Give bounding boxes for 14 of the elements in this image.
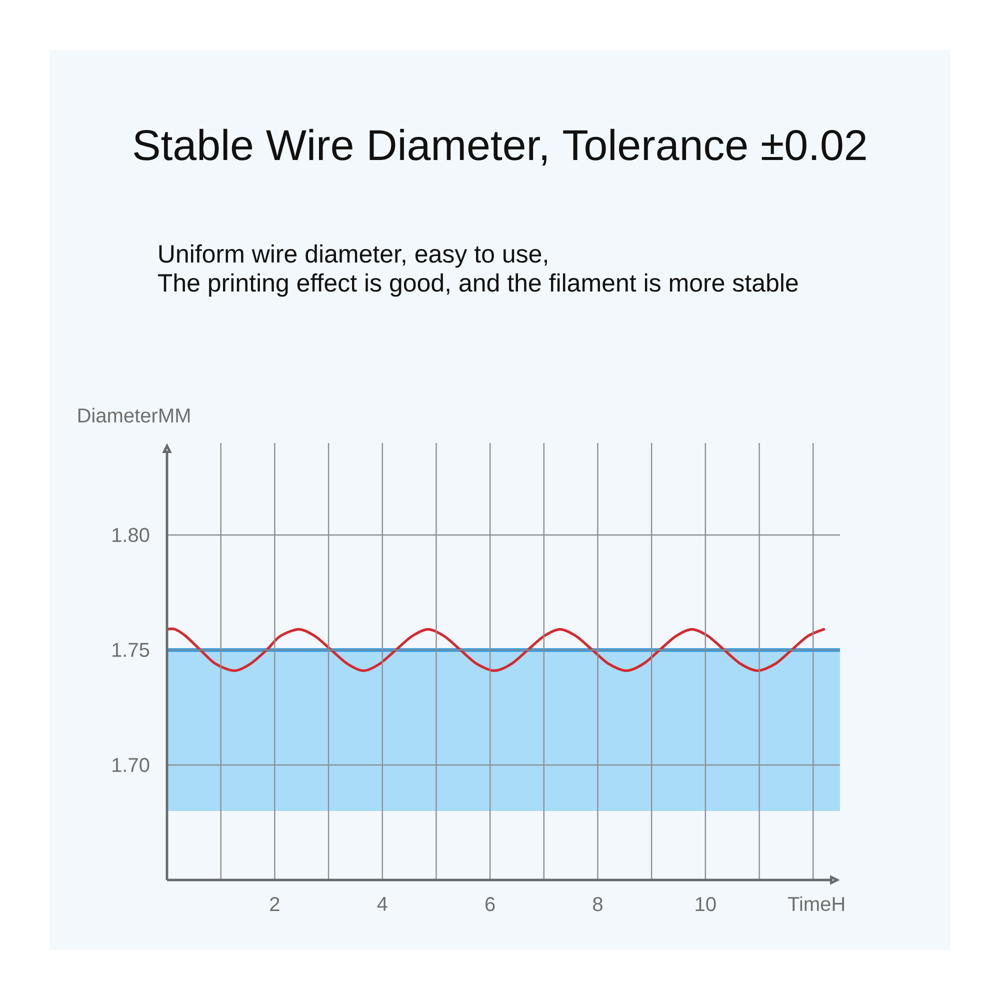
y-tick-label: 1.75 [112, 643, 150, 657]
chart-subtitle: Uniform wire diameter, easy to use, [159, 244, 547, 268]
y-axis-title: DiameterMM [78, 408, 190, 423]
x-tick-label: 10 [696, 897, 716, 912]
text: The printing effect is good, and the filament is more stable [158, 273, 798, 297]
y-tick-label: 1.80 [112, 528, 150, 542]
line-series [167, 628, 826, 672]
x-tick-label: 2 [270, 897, 280, 911]
x-axis-title: TimeH [788, 896, 844, 912]
x-tick-label: 4 [377, 897, 388, 911]
y-tick-label: 1.70 [112, 758, 150, 772]
x-tick-label: 8 [593, 897, 602, 912]
chart-title: Stable Wire Diameter, Tolerance ±0.02 [134, 128, 866, 166]
x-tick-label: 6 [486, 897, 495, 912]
